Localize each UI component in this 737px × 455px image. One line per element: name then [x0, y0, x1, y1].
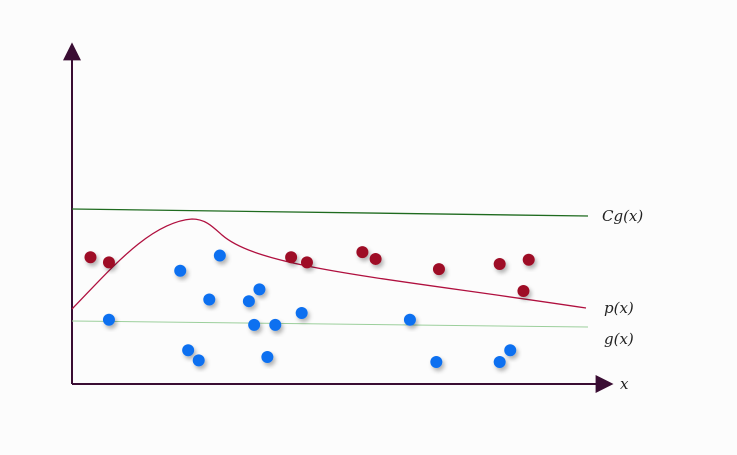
sample-points [84, 246, 535, 369]
accepted-point [493, 356, 506, 369]
g-curve [71, 320, 589, 328]
rejected-point [300, 256, 313, 269]
accepted-point [102, 313, 115, 326]
accepted-point [253, 283, 266, 296]
accepted-point [182, 344, 195, 357]
accepted-point [192, 354, 205, 367]
accepted-point [269, 318, 282, 331]
accepted-point [261, 350, 274, 363]
accepted-point [242, 295, 255, 308]
accepted-point [213, 249, 226, 262]
rejected-point [369, 252, 382, 265]
rejected-point [522, 253, 535, 266]
p-curve [71, 218, 587, 310]
cg-curve-label: Cg(x) [602, 207, 643, 225]
accepted-point [248, 318, 261, 331]
rejected-point [356, 246, 369, 259]
accepted-point [295, 307, 308, 320]
accepted-point [403, 313, 416, 326]
rejected-point [493, 258, 506, 271]
p-curve-label: p(x) [604, 299, 634, 317]
rejected-point [285, 251, 298, 264]
rejected-point [102, 256, 115, 269]
accepted-point [203, 293, 216, 306]
rejected-point [517, 285, 530, 298]
g-curve-label: g(x) [604, 330, 634, 348]
rejected-point [432, 263, 445, 276]
x-axis-label: x [620, 375, 629, 393]
accepted-point [430, 356, 443, 369]
cg-curve [71, 208, 589, 217]
accepted-point [174, 264, 187, 277]
accepted-point [504, 344, 517, 357]
rejected-point [84, 251, 97, 264]
